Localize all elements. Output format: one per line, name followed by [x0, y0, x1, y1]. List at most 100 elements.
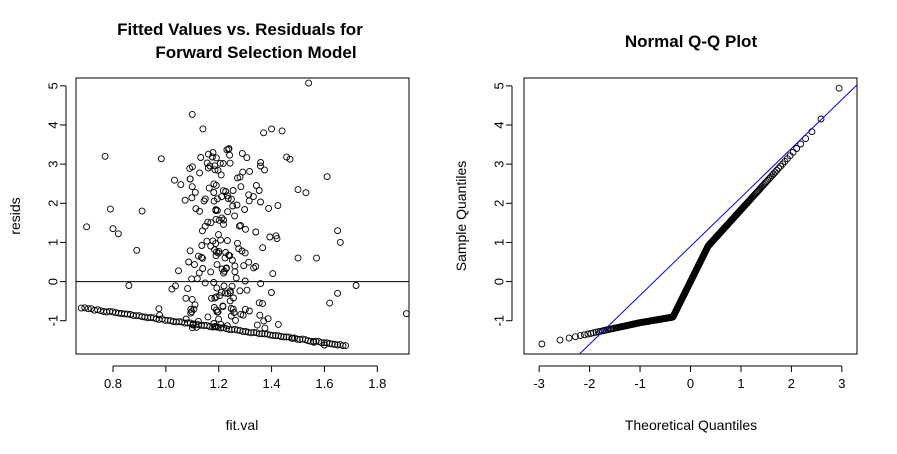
residual-point: [289, 334, 297, 342]
residual-point: [239, 311, 247, 319]
residual-point: [177, 181, 185, 189]
residual-point: [199, 125, 207, 133]
x-tick-label: 1.0: [157, 376, 175, 391]
residual-points: [77, 79, 410, 350]
residual-point: [252, 263, 260, 270]
residual-point: [220, 216, 228, 224]
residual-point: [227, 312, 235, 320]
residual-point: [182, 294, 190, 302]
residual-point: [220, 267, 228, 275]
residual-point: [186, 175, 194, 183]
residual-point: [294, 186, 302, 194]
residual-point: [283, 153, 291, 161]
residual-point: [334, 289, 342, 297]
residual-point: [212, 154, 220, 162]
residual-point: [268, 125, 276, 133]
residual-point: [265, 204, 273, 212]
residual-point: [257, 198, 264, 206]
residual-point: [94, 306, 102, 314]
qq-point: [773, 166, 781, 174]
residual-point: [109, 225, 117, 233]
residual-point: [188, 183, 196, 191]
residual-point: [224, 192, 232, 200]
residual-point: [229, 305, 237, 313]
residual-point: [241, 277, 249, 285]
residual-point: [171, 176, 178, 184]
residual-point: [269, 331, 277, 339]
residual-point: [339, 342, 347, 350]
qq-point: [808, 128, 816, 136]
residual-point: [203, 237, 211, 245]
residual-point: [172, 282, 179, 290]
residual-point: [209, 149, 217, 157]
x-tick-label: 2: [788, 376, 795, 391]
residual-point: [246, 167, 254, 175]
residual-point: [215, 315, 223, 323]
residual-point: [189, 320, 197, 328]
residual-point: [231, 262, 239, 270]
residual-point: [181, 196, 189, 204]
residual-point: [198, 242, 206, 249]
residual-point: [232, 274, 240, 282]
y-tick-label: 4: [45, 121, 60, 128]
y-tick-label: -1: [45, 315, 60, 327]
residual-point: [191, 188, 199, 196]
residual-point: [352, 282, 360, 289]
y-tick-label: 5: [491, 82, 506, 89]
residual-point: [326, 340, 333, 348]
residual-point: [195, 252, 202, 260]
residual-plot-x-label: fit.val: [226, 417, 259, 433]
residual-point: [216, 159, 224, 167]
residual-point: [220, 282, 228, 290]
residual-plot-y-axis: -1 0 1 2 3 4 5: [45, 82, 67, 327]
qq-plot-title: Normal Q-Q Plot: [625, 32, 758, 51]
residual-point: [101, 152, 109, 160]
residual-point: [114, 230, 122, 238]
x-tick-label: 1.4: [263, 376, 281, 391]
residual-point: [266, 233, 274, 241]
x-tick-label: 0.8: [104, 376, 122, 391]
residual-plot-title-line-2: Forward Selection Model: [155, 43, 356, 62]
residual-point: [210, 189, 218, 196]
residual-point: [206, 162, 214, 170]
residual-point: [214, 166, 222, 174]
qq-plot-x-axis: -3 -2 -1 0 1 2 3: [533, 365, 845, 391]
residual-plot-title-line-1: Fitted Values vs. Residuals for: [117, 20, 363, 39]
residual-point: [218, 265, 226, 273]
residual-point: [235, 245, 243, 253]
residual-point: [219, 303, 227, 310]
residual-plot-frame: [75, 77, 410, 355]
residual-point: [207, 268, 215, 276]
residual-point: [197, 154, 205, 161]
residual-point: [182, 315, 190, 323]
residual-point: [213, 206, 221, 214]
residual-point: [239, 327, 247, 335]
residual-point: [307, 337, 315, 345]
residual-point: [199, 265, 207, 272]
residual-point: [186, 247, 194, 255]
x-tick-label: 1.8: [368, 376, 386, 391]
residual-point: [191, 301, 199, 309]
qq-point: [571, 333, 579, 341]
residual-point: [264, 315, 272, 323]
residual-point: [245, 307, 253, 315]
residual-point: [212, 240, 220, 248]
qq-plot-y-axis: -1 0 1 2 3 4 5: [491, 82, 513, 327]
residual-point: [210, 304, 218, 311]
residual-point: [235, 222, 243, 230]
qq-plot-frame: [523, 77, 858, 355]
residual-point: [259, 300, 266, 308]
residual-point: [261, 324, 269, 332]
residual-point: [252, 228, 260, 236]
residual-point: [320, 341, 328, 349]
qq-point: [777, 162, 785, 170]
y-tick-label: 1: [491, 239, 506, 246]
residual-point: [272, 232, 280, 240]
residual-point: [192, 205, 200, 213]
residual-point: [217, 171, 225, 179]
residual-point: [253, 321, 261, 329]
residual-point: [215, 247, 223, 255]
residual-point: [247, 329, 255, 337]
residual-point: [215, 216, 223, 224]
residual-point: [245, 258, 253, 266]
